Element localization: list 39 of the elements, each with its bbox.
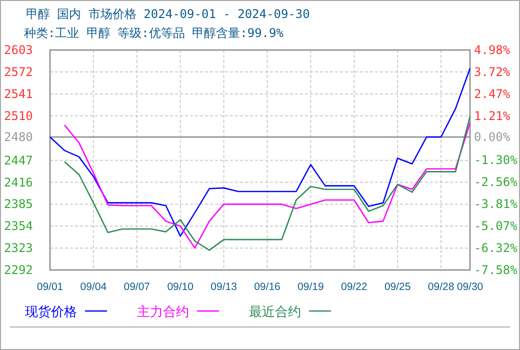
y2-tick-label: -3.81% bbox=[474, 196, 518, 211]
y2-tick-label: 4.98% bbox=[474, 43, 511, 57]
x-tick-label: 09/13 bbox=[210, 281, 238, 293]
y-tick-label: 2447 bbox=[4, 153, 33, 168]
y-tick-label: 2510 bbox=[4, 108, 33, 123]
y2-tick-label: 2.47% bbox=[474, 86, 511, 101]
y2-tick-label: -5.07% bbox=[474, 219, 518, 234]
y-tick-label: 2572 bbox=[4, 64, 33, 79]
x-tick-label: 09/22 bbox=[340, 281, 368, 293]
y2-tick-label: -6.32% bbox=[474, 240, 518, 255]
y2-tick-label: 0.00% bbox=[474, 130, 511, 144]
x-tick-label: 09/01 bbox=[36, 281, 64, 293]
y-tick-label: 2354 bbox=[4, 219, 33, 234]
legend-label: 最近合约 bbox=[249, 305, 301, 320]
legend-label: 现货价格 bbox=[25, 305, 77, 320]
x-tick-label: 09/19 bbox=[298, 281, 324, 293]
y-tick-label: 2323 bbox=[4, 241, 33, 256]
line-series bbox=[49, 68, 471, 237]
x-tick-label: 09/16 bbox=[254, 281, 281, 293]
x-tick-label: 09/10 bbox=[167, 281, 194, 293]
x-tick-label: 09/25 bbox=[384, 281, 411, 293]
y-tick-label: 2603 bbox=[4, 43, 33, 57]
y-tick-label: 2541 bbox=[4, 86, 33, 101]
chart-subtitle: 种类:工业 甲醇 等级:优等品 甲醇含量:99.9% bbox=[24, 26, 284, 40]
y-tick-label: 2480 bbox=[4, 130, 33, 144]
y2-tick-label: -7.58% bbox=[474, 263, 518, 277]
y2-tick-label: -2.56% bbox=[474, 175, 518, 190]
y-tick-label: 2385 bbox=[4, 197, 33, 212]
x-tick-label: 09/07 bbox=[124, 281, 150, 293]
y2-tick-label: 1.21% bbox=[474, 109, 511, 124]
x-tick-label: 09/04 bbox=[80, 281, 107, 293]
y-tick-label: 2292 bbox=[4, 263, 33, 277]
x-tick-label: 09/28 bbox=[428, 281, 454, 293]
x-tick-label: 09/30 bbox=[456, 281, 484, 293]
y2-tick-label: -1.30% bbox=[474, 153, 518, 167]
legend-label: 主力合约 bbox=[137, 304, 189, 320]
y-tick-label: 2416 bbox=[4, 175, 33, 190]
chart-title: 甲醇 国内 市场价格 2024-09-01 - 2024-09-30 bbox=[26, 7, 310, 21]
y2-tick-label: 3.72% bbox=[474, 65, 511, 80]
